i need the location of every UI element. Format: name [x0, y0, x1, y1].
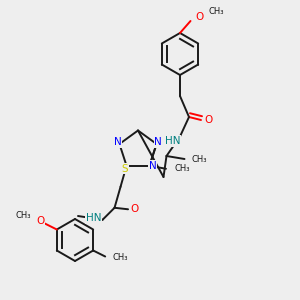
Text: CH₃: CH₃ — [192, 154, 208, 164]
Text: CH₃: CH₃ — [113, 254, 128, 262]
Text: O: O — [195, 11, 204, 22]
Text: CH₃: CH₃ — [208, 8, 224, 16]
Text: N: N — [114, 137, 122, 148]
Text: HN: HN — [165, 136, 180, 146]
Text: HN: HN — [86, 213, 101, 223]
Text: CH₃: CH₃ — [175, 164, 190, 173]
Text: N: N — [148, 161, 156, 171]
Text: CH₃: CH₃ — [16, 212, 31, 220]
Text: O: O — [36, 215, 44, 226]
Text: O: O — [130, 204, 138, 214]
Text: O: O — [204, 115, 213, 125]
Text: N: N — [154, 137, 162, 148]
Text: S: S — [122, 164, 128, 174]
